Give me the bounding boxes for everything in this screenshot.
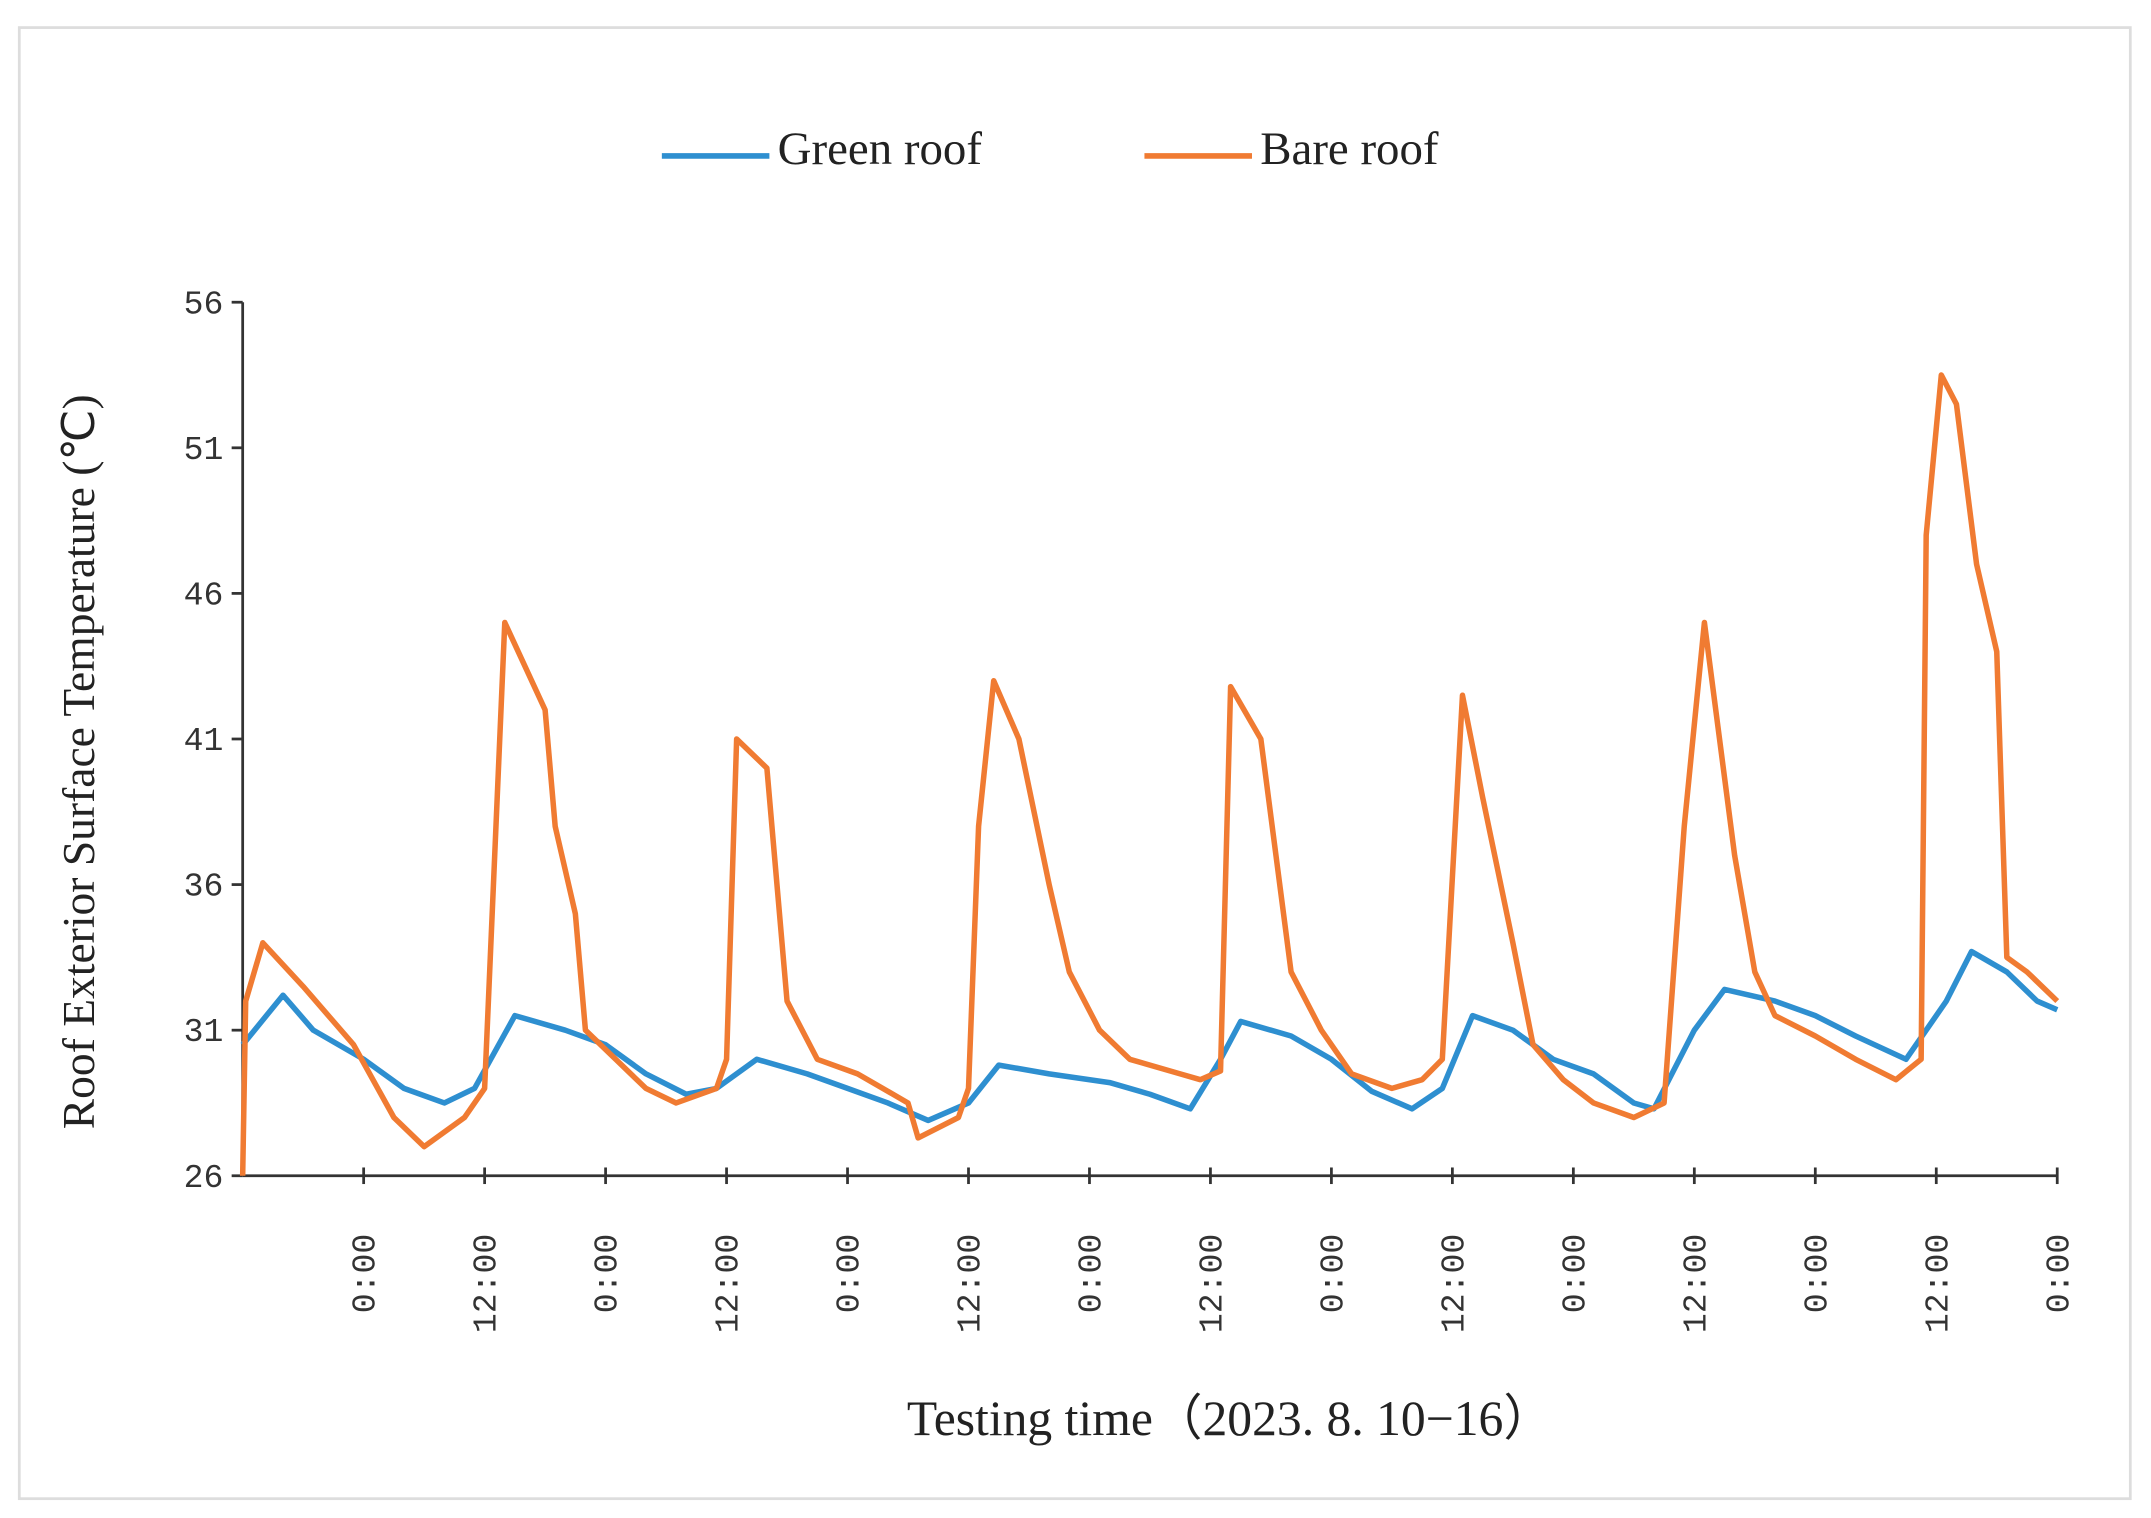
- x-tick-label: 0:00: [1798, 1234, 1836, 1313]
- series-line: [240, 948, 2059, 1124]
- series-line: [239, 372, 2060, 1176]
- x-tick-label: 12:00: [1677, 1234, 1715, 1333]
- x-tick-label: 12:00: [952, 1234, 990, 1333]
- y-axis-title: Roof Exterior Surface Temperature (℃): [53, 394, 104, 1129]
- x-tick-label: 12:00: [468, 1234, 506, 1333]
- x-tick-label: 0:00: [1073, 1234, 1111, 1313]
- y-tick-label: 31: [184, 1013, 224, 1051]
- x-tick-label: 0:00: [2040, 1234, 2078, 1313]
- y-tick-label: 46: [184, 576, 224, 614]
- x-tick-label: 12:00: [1919, 1234, 1957, 1333]
- x-axis-title: Testing time（2023. 8. 10−16）: [907, 1391, 1553, 1446]
- y-tick-label: 36: [184, 868, 224, 906]
- x-tick-label: 0:00: [831, 1234, 869, 1313]
- y-tick-label: 56: [184, 285, 224, 323]
- x-tick-label: 0:00: [347, 1234, 385, 1313]
- x-tick-label: 0:00: [589, 1234, 627, 1313]
- x-tick-label: 12:00: [710, 1234, 748, 1333]
- x-tick-label: 0:00: [1556, 1234, 1594, 1313]
- y-tick-label: 26: [184, 1159, 224, 1197]
- x-tick-label: 12:00: [1435, 1234, 1473, 1333]
- frame: [17, 26, 2132, 1501]
- legend-label: Green roof: [778, 123, 983, 175]
- legend-label: Bare roof: [1260, 123, 1439, 175]
- x-tick-label: 0:00: [1314, 1234, 1352, 1313]
- y-tick-label: 41: [184, 722, 224, 760]
- y-tick-label: 51: [184, 431, 224, 469]
- x-tick-label: 12:00: [1193, 1234, 1231, 1333]
